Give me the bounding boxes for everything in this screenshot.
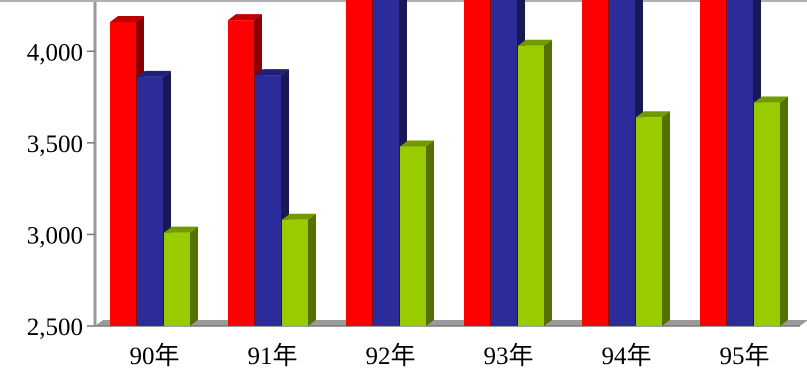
y-tick-label: 3,000 [27,222,83,249]
bar-front [400,146,426,326]
bar-top [518,39,552,46]
bar-side [190,226,198,326]
bar-side [662,111,670,326]
x-category-label: 93年 [483,342,533,370]
bar-side [308,213,316,326]
bar-front [164,232,190,326]
y-tick-label: 4,000 [27,39,83,66]
bar-top [754,96,788,103]
bar-front [754,102,780,326]
bar [636,111,670,326]
tick-labels: 2,500 3,000 3,500 4,000 [27,39,95,341]
bar-front [346,0,372,327]
bar-top [282,213,316,220]
bar-top [228,14,262,21]
x-category-label: 95年 [719,342,769,370]
bar-front [636,117,662,326]
category-labels: 90年 91年 92年 93年 94年 95年 [129,342,769,370]
y-tick-label: 3,500 [27,131,83,158]
y-tick-label: 2,500 [27,314,83,341]
bar-front [491,0,517,327]
x-category-label: 92年 [365,342,415,370]
bar-series-group [110,0,788,327]
bar-front [373,0,399,327]
x-category-label: 91年 [247,342,297,370]
x-category-label: 94年 [601,342,651,370]
bar [282,213,316,326]
bar-side [780,96,788,326]
bar [164,226,198,326]
bar [400,140,434,326]
bar-top [636,111,670,118]
bar-front [518,45,544,326]
bar [518,39,552,326]
bar-top [137,70,171,77]
bar-top [110,15,144,22]
bar-side [544,39,552,326]
bar-front [282,219,308,326]
bar-top [164,226,198,233]
bar-top [400,140,434,147]
bar-side [426,140,434,326]
bar-front [727,0,753,327]
bar-front [464,0,490,327]
bar-top [255,69,289,76]
bar-front [137,76,163,326]
bar-front [609,0,635,327]
bar-front [700,0,726,327]
bar-front [228,20,254,327]
bar-front [255,75,281,326]
bar [754,96,788,326]
x-category-label: 90年 [129,342,179,370]
bar-front [110,21,136,326]
bar-front [582,0,608,327]
